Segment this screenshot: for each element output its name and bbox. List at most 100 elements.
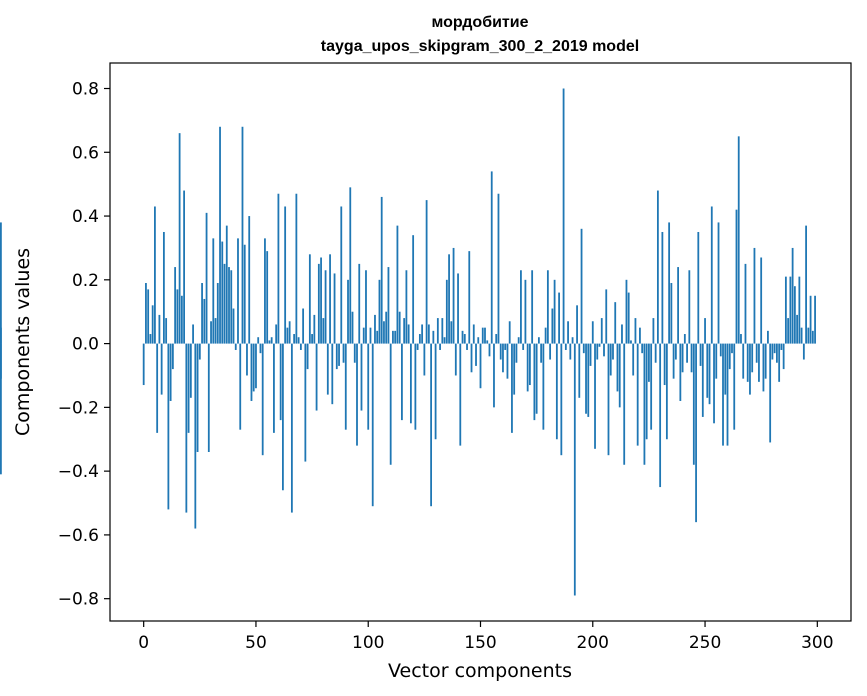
bar [587,343,590,417]
bar [697,231,700,344]
bar [616,343,619,392]
bar [147,289,150,344]
bar [178,133,181,344]
bar [600,318,603,344]
bar [805,225,807,344]
bar [531,270,534,344]
bar [409,343,412,424]
bar [425,200,428,344]
bar [484,327,486,344]
bar [625,279,628,344]
bar [713,343,715,424]
bar [441,318,444,344]
bar [544,327,547,344]
bar [304,343,307,462]
bar [257,337,260,344]
bar [171,343,174,370]
bar [513,343,516,395]
bar [589,343,592,366]
bar [436,318,439,344]
bar [540,343,543,363]
bar [180,295,183,344]
bar [351,311,354,344]
bar [686,343,688,363]
bar [297,337,300,344]
bar [167,343,170,510]
bar [432,330,435,344]
bar [0,327,2,344]
y-axis-label: Components values [12,248,34,436]
bar [293,334,296,344]
bar [383,321,385,344]
bar [558,292,560,344]
bar [762,343,765,392]
bar [506,343,509,379]
bar [623,343,626,465]
bar [288,321,291,344]
bar [695,343,697,523]
bar [326,343,329,395]
bar [421,324,424,344]
x-tick-label: 50 [245,633,267,653]
bar [234,343,237,350]
bar [405,270,408,344]
bar [542,343,545,430]
bar [724,343,727,395]
bar [412,235,415,344]
bar [259,343,262,354]
bar [481,327,484,344]
bar [571,337,574,344]
bar [515,343,518,363]
bar [461,330,464,344]
bar [369,327,372,344]
bar [569,343,572,360]
bar [378,279,381,344]
bar [683,334,686,344]
bar [454,343,457,376]
bar [479,343,482,389]
bar [250,343,253,401]
bar [463,334,466,344]
chart-subtitle: tayga_upos_skipgram_300_2_2019 model [321,38,639,55]
bar [165,318,168,344]
bar [418,334,421,344]
bar [198,343,201,360]
y-tick-label: 0.8 [72,80,99,100]
bar [389,343,392,465]
bar [764,343,767,379]
bar [643,343,646,465]
bar [677,267,679,344]
bar [688,270,691,344]
bar [403,318,406,344]
bar [472,324,475,344]
bar [162,231,165,344]
bar [603,343,605,357]
bar [546,270,549,344]
y-tick-label: 0.2 [72,271,99,291]
bar [313,314,316,344]
bar [654,343,657,363]
bar [243,244,246,344]
bar [154,206,156,344]
bar [632,343,635,376]
bar [261,343,264,456]
bar [457,273,459,344]
bar [223,263,226,344]
bar [387,267,390,344]
bar [809,295,812,344]
bar [423,343,426,376]
bar [733,343,736,430]
bar [468,251,471,344]
bar [270,337,273,344]
bar [490,171,493,344]
bar [295,193,298,344]
bar [704,318,706,344]
bar [668,222,671,344]
bar [612,343,614,360]
bar [789,276,792,344]
bar [735,209,738,344]
bar [416,343,419,350]
bar [517,337,520,344]
bar [365,270,367,344]
bar [670,283,673,344]
